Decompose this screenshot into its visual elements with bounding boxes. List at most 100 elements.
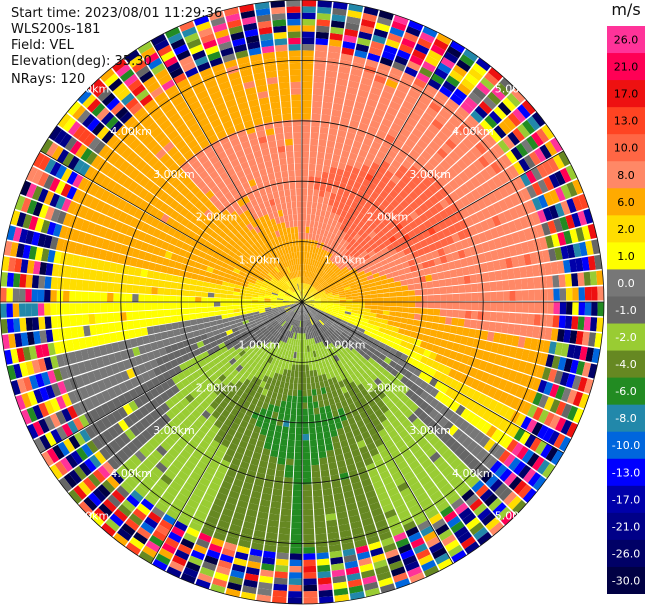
ray-gate [215, 405, 225, 414]
ray-gate [344, 28, 359, 38]
ray-gate [306, 207, 312, 215]
ray-gate [344, 496, 356, 505]
ray-gate [287, 446, 295, 453]
ray-gate [403, 470, 416, 482]
ray-gate [583, 271, 591, 286]
ray-gate [180, 538, 195, 550]
ray-gate [221, 285, 229, 291]
ray-gate [494, 464, 508, 478]
ray-gate [220, 289, 228, 295]
ray-gate [409, 459, 421, 471]
ray-gate [386, 256, 394, 264]
ray-gate [533, 351, 542, 365]
ray-gate [291, 515, 302, 523]
ray-gate [449, 213, 459, 225]
ray-gate [380, 160, 391, 170]
ray-gate [575, 227, 585, 242]
ray-gate [355, 352, 363, 360]
ray-gate [469, 367, 479, 378]
ray-gate [572, 179, 584, 195]
ray-gate [391, 386, 401, 395]
ray-gate [295, 440, 302, 447]
ray-gate [158, 317, 166, 325]
ray-gate [485, 165, 497, 178]
ray-gate [306, 284, 310, 291]
ray-gate [241, 434, 251, 443]
ray-gate [415, 548, 431, 560]
ray-gate [384, 170, 394, 180]
ray-gate [327, 58, 340, 66]
ray-gate [333, 396, 341, 404]
ray-gate [432, 135, 445, 147]
ray-gate [324, 359, 331, 367]
ray-gate [353, 217, 361, 226]
ray-gate [306, 370, 310, 378]
ray-gate [373, 513, 386, 523]
ray-gate [303, 484, 312, 491]
ray-gate [538, 394, 549, 409]
ray-gate [113, 312, 121, 322]
ray-gate [484, 229, 494, 241]
ray-gate [313, 369, 318, 377]
ray-gate [317, 145, 326, 153]
ray-gate [413, 432, 425, 444]
ray-gate [409, 403, 419, 413]
ray-gate [343, 98, 355, 108]
ray-gate [248, 437, 258, 446]
ray-gate [290, 540, 302, 548]
ray-gate [454, 241, 464, 251]
ray-gate [563, 230, 573, 245]
ray-gate [317, 349, 323, 356]
ray-gate [278, 326, 284, 333]
ray-gate [356, 189, 365, 199]
ray-gate [316, 368, 322, 376]
ray-gate [465, 493, 479, 507]
ray-gate [277, 457, 286, 465]
ray-gate [472, 338, 481, 349]
ray-gate [340, 535, 353, 545]
ray-gate [371, 553, 386, 563]
ray-gate [459, 373, 469, 384]
ray-gate [328, 397, 336, 406]
ray-gate [320, 305, 327, 309]
ray-gate [517, 104, 531, 119]
ray-gate [352, 261, 360, 268]
ray-gate [333, 258, 340, 265]
ray-gate [305, 358, 309, 365]
ray-gate [402, 290, 409, 297]
ray-gate [302, 188, 308, 196]
ray-gate [498, 391, 509, 404]
ray-gate [259, 394, 266, 402]
ray-gate [434, 401, 445, 413]
ray-gate [393, 531, 407, 543]
ray-gate [251, 353, 259, 361]
ray-gate [360, 321, 368, 327]
ray-gate [483, 96, 497, 110]
ray-gate [204, 395, 214, 405]
ray-gate [286, 316, 291, 323]
ray-gate [333, 331, 340, 338]
ray-gate [273, 345, 280, 353]
ray-gate [312, 246, 317, 254]
ray-gate [162, 491, 176, 503]
ray-gate [419, 66, 433, 78]
ray-gate [346, 228, 354, 236]
ray-gate [345, 324, 353, 331]
ray-gate [263, 544, 277, 553]
ray-gate [266, 376, 273, 385]
ray-gate [340, 439, 349, 448]
ray-gate [180, 433, 192, 444]
ray-gate [350, 258, 358, 265]
ray-gate [172, 459, 184, 470]
ray-gate [411, 359, 420, 368]
ray-gate [525, 375, 536, 389]
ray-gate [315, 284, 321, 290]
ray-gate [311, 331, 316, 338]
ray-gate [170, 288, 177, 296]
ray-gate [344, 327, 351, 333]
ray-gate [338, 394, 346, 402]
ray-gate [559, 216, 569, 231]
ray-gate [306, 377, 311, 384]
ray-gate [414, 196, 424, 207]
ray-gate [302, 346, 305, 353]
